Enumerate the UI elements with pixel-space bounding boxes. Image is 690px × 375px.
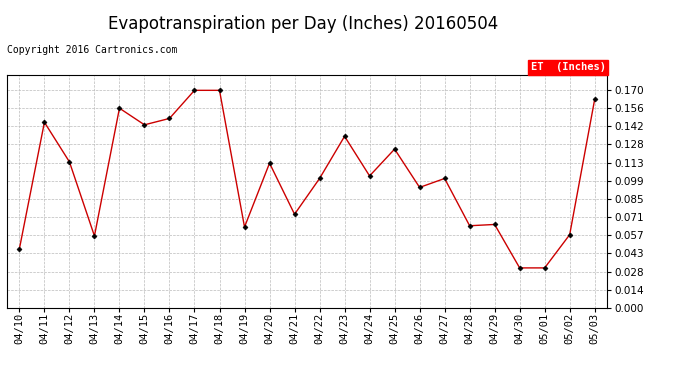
Text: ET  (Inches): ET (Inches) bbox=[531, 62, 606, 72]
Text: Evapotranspiration per Day (Inches) 20160504: Evapotranspiration per Day (Inches) 2016… bbox=[108, 15, 499, 33]
Text: Copyright 2016 Cartronics.com: Copyright 2016 Cartronics.com bbox=[7, 45, 177, 55]
